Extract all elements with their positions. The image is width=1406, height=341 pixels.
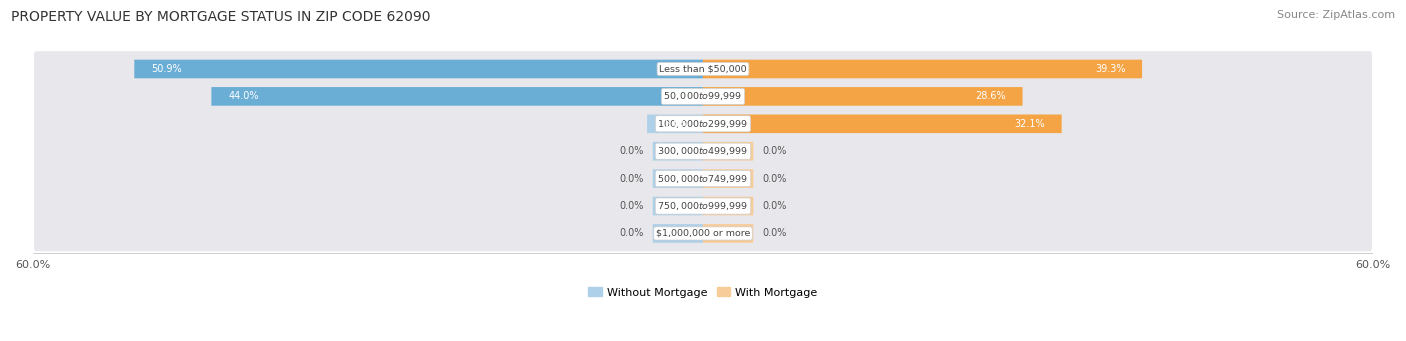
Text: $300,000 to $499,999: $300,000 to $499,999 <box>658 145 748 157</box>
FancyBboxPatch shape <box>703 87 1022 106</box>
Text: 0.0%: 0.0% <box>620 146 644 156</box>
FancyBboxPatch shape <box>34 106 1372 142</box>
FancyBboxPatch shape <box>652 142 703 161</box>
Text: 44.0%: 44.0% <box>228 91 259 101</box>
Text: 0.0%: 0.0% <box>620 228 644 238</box>
Text: 50.9%: 50.9% <box>150 64 181 74</box>
FancyBboxPatch shape <box>647 115 703 133</box>
Text: 0.0%: 0.0% <box>762 174 786 183</box>
FancyBboxPatch shape <box>34 161 1372 196</box>
FancyBboxPatch shape <box>34 51 1372 87</box>
FancyBboxPatch shape <box>34 188 1372 224</box>
Text: PROPERTY VALUE BY MORTGAGE STATUS IN ZIP CODE 62090: PROPERTY VALUE BY MORTGAGE STATUS IN ZIP… <box>11 10 430 24</box>
FancyBboxPatch shape <box>211 87 703 106</box>
Legend: Without Mortgage, With Mortgage: Without Mortgage, With Mortgage <box>588 287 818 298</box>
FancyBboxPatch shape <box>703 142 754 161</box>
Text: 0.0%: 0.0% <box>620 201 644 211</box>
FancyBboxPatch shape <box>703 197 754 216</box>
Text: Source: ZipAtlas.com: Source: ZipAtlas.com <box>1277 10 1395 20</box>
FancyBboxPatch shape <box>34 216 1372 251</box>
Text: 39.3%: 39.3% <box>1095 64 1125 74</box>
Text: 0.0%: 0.0% <box>762 201 786 211</box>
Text: Less than $50,000: Less than $50,000 <box>659 64 747 74</box>
Text: 0.0%: 0.0% <box>762 228 786 238</box>
Text: $1,000,000 or more: $1,000,000 or more <box>655 229 751 238</box>
FancyBboxPatch shape <box>652 169 703 188</box>
Text: $750,000 to $999,999: $750,000 to $999,999 <box>658 200 748 212</box>
Text: 0.0%: 0.0% <box>762 146 786 156</box>
FancyBboxPatch shape <box>34 133 1372 169</box>
FancyBboxPatch shape <box>652 224 703 243</box>
Text: 32.1%: 32.1% <box>1014 119 1045 129</box>
Text: 5.0%: 5.0% <box>664 119 689 129</box>
FancyBboxPatch shape <box>703 169 754 188</box>
FancyBboxPatch shape <box>703 224 754 243</box>
Text: $100,000 to $299,999: $100,000 to $299,999 <box>658 118 748 130</box>
Text: $50,000 to $99,999: $50,000 to $99,999 <box>664 90 742 102</box>
FancyBboxPatch shape <box>703 115 1062 133</box>
FancyBboxPatch shape <box>703 60 1142 78</box>
FancyBboxPatch shape <box>135 60 703 78</box>
Text: 0.0%: 0.0% <box>620 174 644 183</box>
FancyBboxPatch shape <box>652 197 703 216</box>
FancyBboxPatch shape <box>34 78 1372 114</box>
Text: $500,000 to $749,999: $500,000 to $749,999 <box>658 173 748 184</box>
Text: 28.6%: 28.6% <box>976 91 1005 101</box>
